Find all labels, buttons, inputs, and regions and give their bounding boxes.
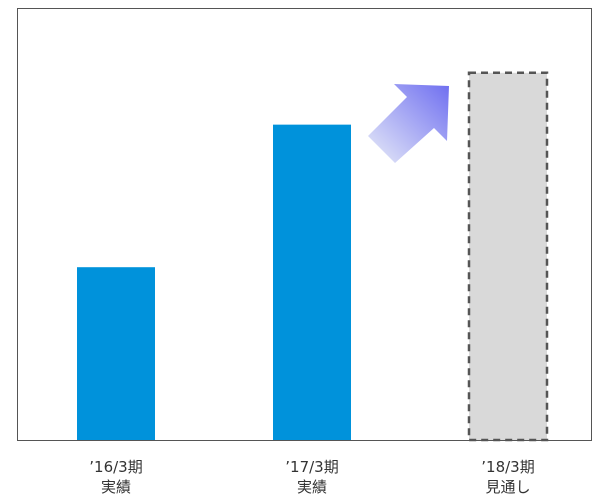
x-tick-label: ’16/3期実績 xyxy=(89,458,142,496)
bar-forecast xyxy=(467,71,549,442)
x-tick-label: ’17/3期実績 xyxy=(285,458,338,496)
bar-actual xyxy=(273,124,351,440)
growth-arrow-icon xyxy=(368,84,449,163)
x-tick-label: ’18/3期見通し xyxy=(481,458,534,496)
bar-actual xyxy=(77,267,155,440)
